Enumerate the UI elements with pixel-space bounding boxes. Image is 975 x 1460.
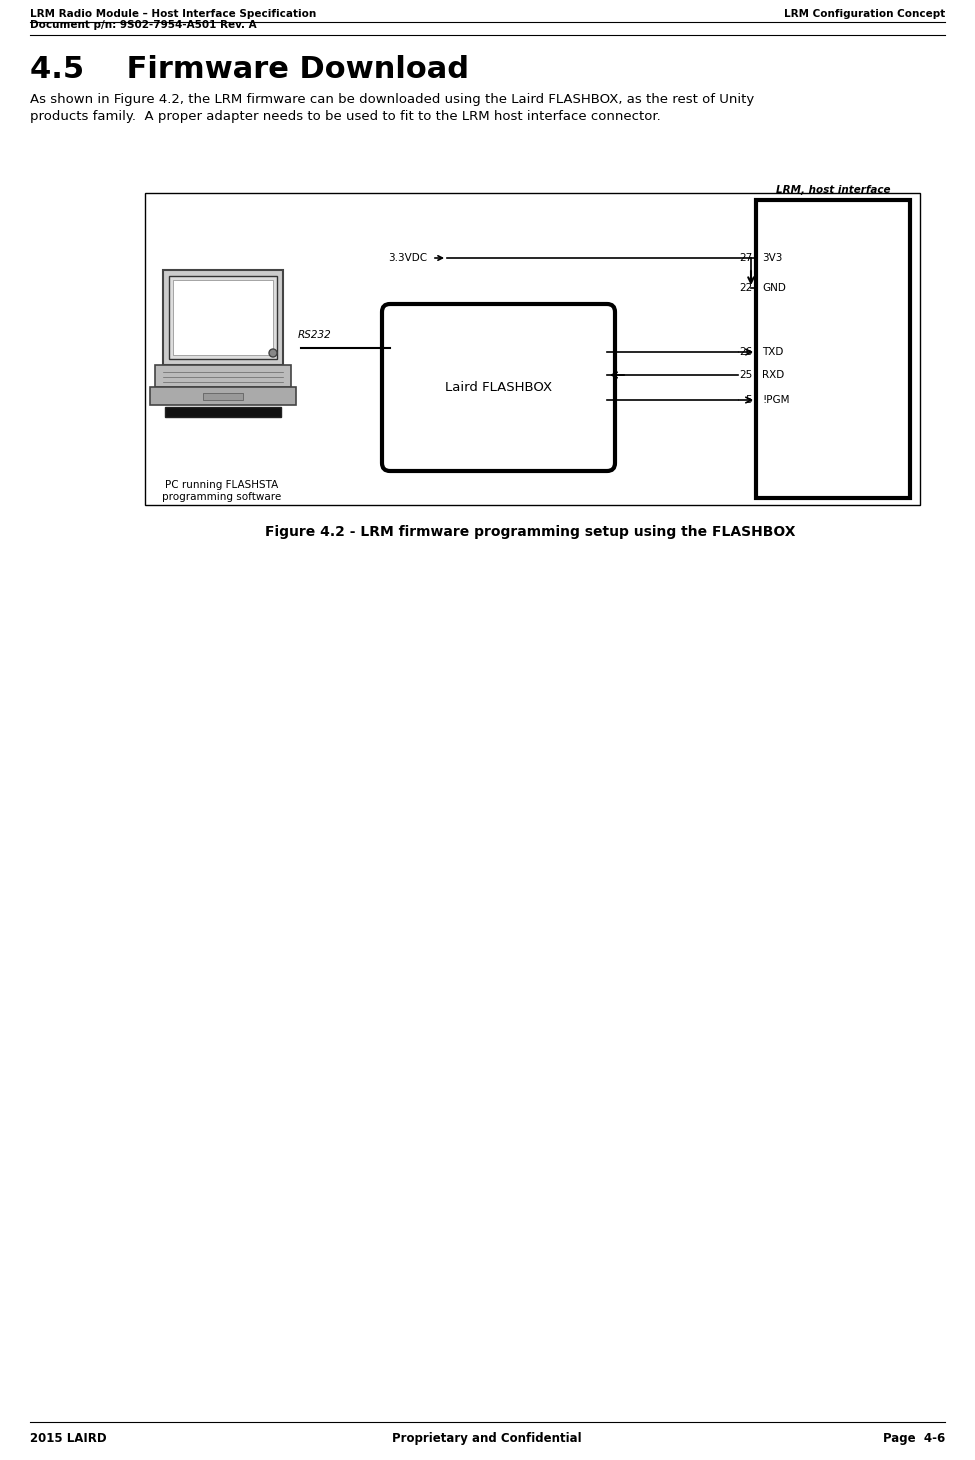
Text: 27: 27 (739, 253, 752, 263)
Text: RS232: RS232 (298, 330, 332, 340)
Circle shape (269, 349, 277, 358)
Text: 25: 25 (739, 369, 752, 380)
FancyBboxPatch shape (382, 304, 615, 472)
Text: 5: 5 (745, 396, 752, 404)
Text: 3.3VDC: 3.3VDC (388, 253, 427, 263)
Bar (145, 193, 920, 505)
Text: products family.  A proper adapter needs to be used to fit to the LRM host inter: products family. A proper adapter needs … (30, 110, 661, 123)
Text: 2015 LAIRD: 2015 LAIRD (30, 1432, 106, 1445)
Bar (150, 387, 296, 404)
Text: programming software: programming software (163, 492, 282, 502)
Text: LRM, host interface: LRM, host interface (776, 185, 890, 196)
Text: As shown in Figure 4.2, the LRM firmware can be downloaded using the Laird FLASH: As shown in Figure 4.2, the LRM firmware… (30, 93, 755, 107)
Text: PC running FLASHSTA: PC running FLASHSTA (166, 480, 279, 491)
Text: 4.5    Firmware Download: 4.5 Firmware Download (30, 55, 469, 85)
Text: TXD: TXD (762, 347, 783, 358)
Bar (165, 407, 281, 418)
Bar (203, 393, 243, 400)
Text: Page  4-6: Page 4-6 (882, 1432, 945, 1445)
Text: Proprietary and Confidential: Proprietary and Confidential (392, 1432, 582, 1445)
Bar (173, 280, 273, 355)
Text: GND: GND (762, 283, 786, 293)
Text: Figure 4.2 - LRM firmware programming setup using the FLASHBOX: Figure 4.2 - LRM firmware programming se… (265, 526, 796, 539)
Text: RXD: RXD (762, 369, 784, 380)
Text: Laird FLASHBOX: Laird FLASHBOX (445, 381, 552, 394)
Bar (155, 365, 291, 387)
Text: Document p/n: 9S02-7954-A501 Rev. A: Document p/n: 9S02-7954-A501 Rev. A (30, 20, 256, 31)
Bar (163, 270, 283, 365)
Text: 3V3: 3V3 (762, 253, 782, 263)
Bar (169, 276, 277, 359)
Text: LRM Configuration Concept: LRM Configuration Concept (784, 9, 945, 19)
Text: LRM Radio Module – Host Interface Specification: LRM Radio Module – Host Interface Specif… (30, 9, 316, 19)
Text: 22: 22 (739, 283, 752, 293)
Text: !PGM: !PGM (762, 396, 790, 404)
Bar (756, 200, 910, 498)
Text: 26: 26 (739, 347, 752, 358)
